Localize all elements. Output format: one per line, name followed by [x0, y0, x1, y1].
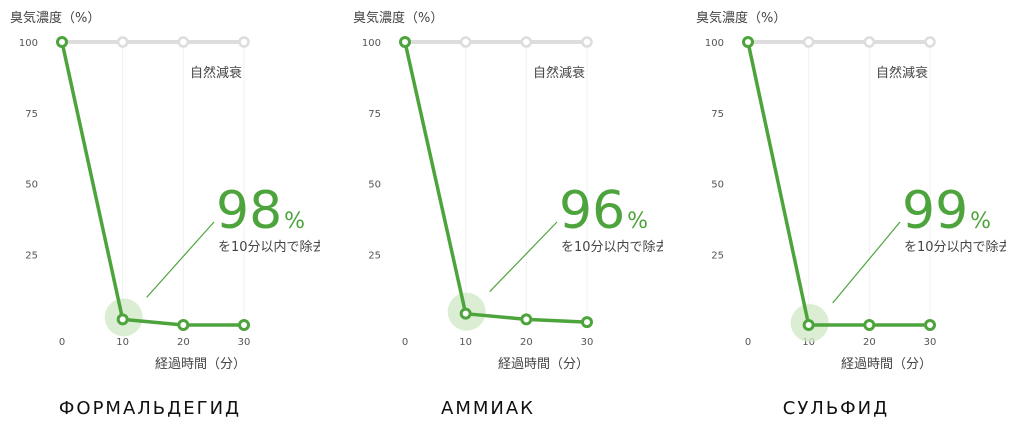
annotation-unit: %	[627, 209, 648, 234]
annotation-value: 99%	[902, 181, 991, 241]
natural-decay-label: 自然減衰	[190, 65, 242, 81]
treated-point	[581, 316, 593, 329]
annotation-text: を10分以内で除去	[904, 239, 1006, 255]
x-tick-label: 30	[581, 337, 594, 348]
treated-point	[742, 36, 754, 48]
x-tick-label: 10	[459, 337, 472, 348]
annotation-unit: %	[970, 209, 991, 234]
chart-caption: АММИАК	[441, 398, 535, 419]
natural-point	[520, 36, 533, 48]
x-tick-label: 20	[177, 337, 190, 348]
natural-point	[581, 36, 593, 48]
x-tick-label: 20	[520, 337, 533, 348]
annotation-text: を10分以内で除去	[561, 239, 663, 255]
y-axis-label: 臭気濃度（%）	[696, 10, 786, 26]
annotation-unit: %	[284, 209, 305, 234]
annotation-value: 96%	[559, 181, 648, 241]
annotation-value: 98%	[216, 181, 305, 241]
y-axis-label: 臭気濃度（%）	[10, 10, 100, 26]
treated-point	[924, 319, 936, 331]
x-tick-label: 10	[116, 337, 129, 348]
x-tick-label: 30	[238, 337, 251, 348]
y-tick-label: 25	[368, 250, 381, 261]
annotation-leader	[832, 221, 901, 304]
series-line-treated	[746, 41, 930, 327]
y-tick-label: 100	[705, 38, 724, 49]
y-tick-label: 75	[368, 109, 381, 120]
x-tick-label: 30	[924, 337, 937, 348]
natural-point	[116, 36, 129, 48]
treated-point	[238, 319, 250, 331]
annotation-leader	[146, 221, 215, 298]
chart-svg: 臭気濃度（%） 25 50 75 100 0 10 20 30 経過時間（分） 自然減衰 98%を10…	[10, 10, 320, 372]
chart-caption: ФОРМАЛЬДЕГИД	[58, 398, 242, 419]
series-line-treated	[60, 41, 244, 327]
treated-point	[863, 319, 876, 331]
y-axis-label: 臭気濃度（%）	[353, 10, 443, 26]
natural-point	[459, 36, 472, 48]
natural-point	[863, 36, 876, 48]
x-axis-label: 経過時間（分）	[155, 357, 246, 372]
y-tick-label: 50	[25, 180, 38, 191]
natural-point	[238, 36, 250, 48]
y-tick-label: 100	[19, 38, 38, 49]
x-tick-label: 20	[863, 337, 876, 348]
treated-point	[177, 319, 190, 331]
series-line-treated	[403, 41, 588, 324]
x-axis-label: 経過時間（分）	[498, 357, 589, 372]
natural-point	[924, 36, 936, 48]
treated-point	[802, 319, 815, 331]
natural-decay-label: 自然減衰	[533, 65, 585, 81]
y-tick-label: 75	[711, 109, 724, 120]
chart-panel-1: 臭気濃度（%） 25 50 75 100 0 10 20 30 経過時間（分） 自然減衰 98% を10…	[0, 0, 320, 431]
y-tick-label: 25	[25, 250, 38, 261]
annotation-text: を10分以内で除去	[218, 239, 320, 255]
chart-caption: СУЛЬФИД	[782, 398, 890, 419]
x-tick-label: 10	[802, 337, 815, 348]
x-tick-label: 0	[59, 337, 65, 348]
annotation-leader	[489, 221, 558, 293]
chart-svg: 臭気濃度（%） 25 50 75 100 0 10 20 30 経過時間（分） 自然減衰 96%を10…	[353, 10, 663, 372]
treated-point	[520, 313, 533, 326]
treated-point	[399, 36, 411, 48]
treated-point	[56, 36, 68, 48]
y-tick-label: 50	[368, 180, 381, 191]
x-tick-label: 0	[745, 337, 751, 348]
chart-panel-3: 臭気濃度（%） 25 50 75 100 0 10 20 30 経過時間（分） 自然減衰 99% を10…	[686, 0, 1006, 431]
treated-point	[116, 313, 129, 326]
natural-decay-label: 自然減衰	[876, 65, 928, 81]
y-tick-label: 25	[711, 250, 724, 261]
x-tick-label: 0	[402, 337, 408, 348]
x-axis-label: 経過時間（分）	[841, 357, 932, 372]
chart-svg: 臭気濃度（%） 25 50 75 100 0 10 20 30 経過時間（分） 自然減衰 99%を10…	[696, 10, 1006, 372]
natural-point	[177, 36, 190, 48]
chart-panel-2: 臭気濃度（%） 25 50 75 100 0 10 20 30 経過時間（分） 自然減衰 96% を10…	[343, 0, 663, 431]
natural-point	[802, 36, 815, 48]
y-tick-label: 50	[711, 180, 724, 191]
y-tick-label: 100	[362, 38, 381, 49]
treated-point	[459, 307, 472, 320]
y-tick-label: 75	[25, 109, 38, 120]
